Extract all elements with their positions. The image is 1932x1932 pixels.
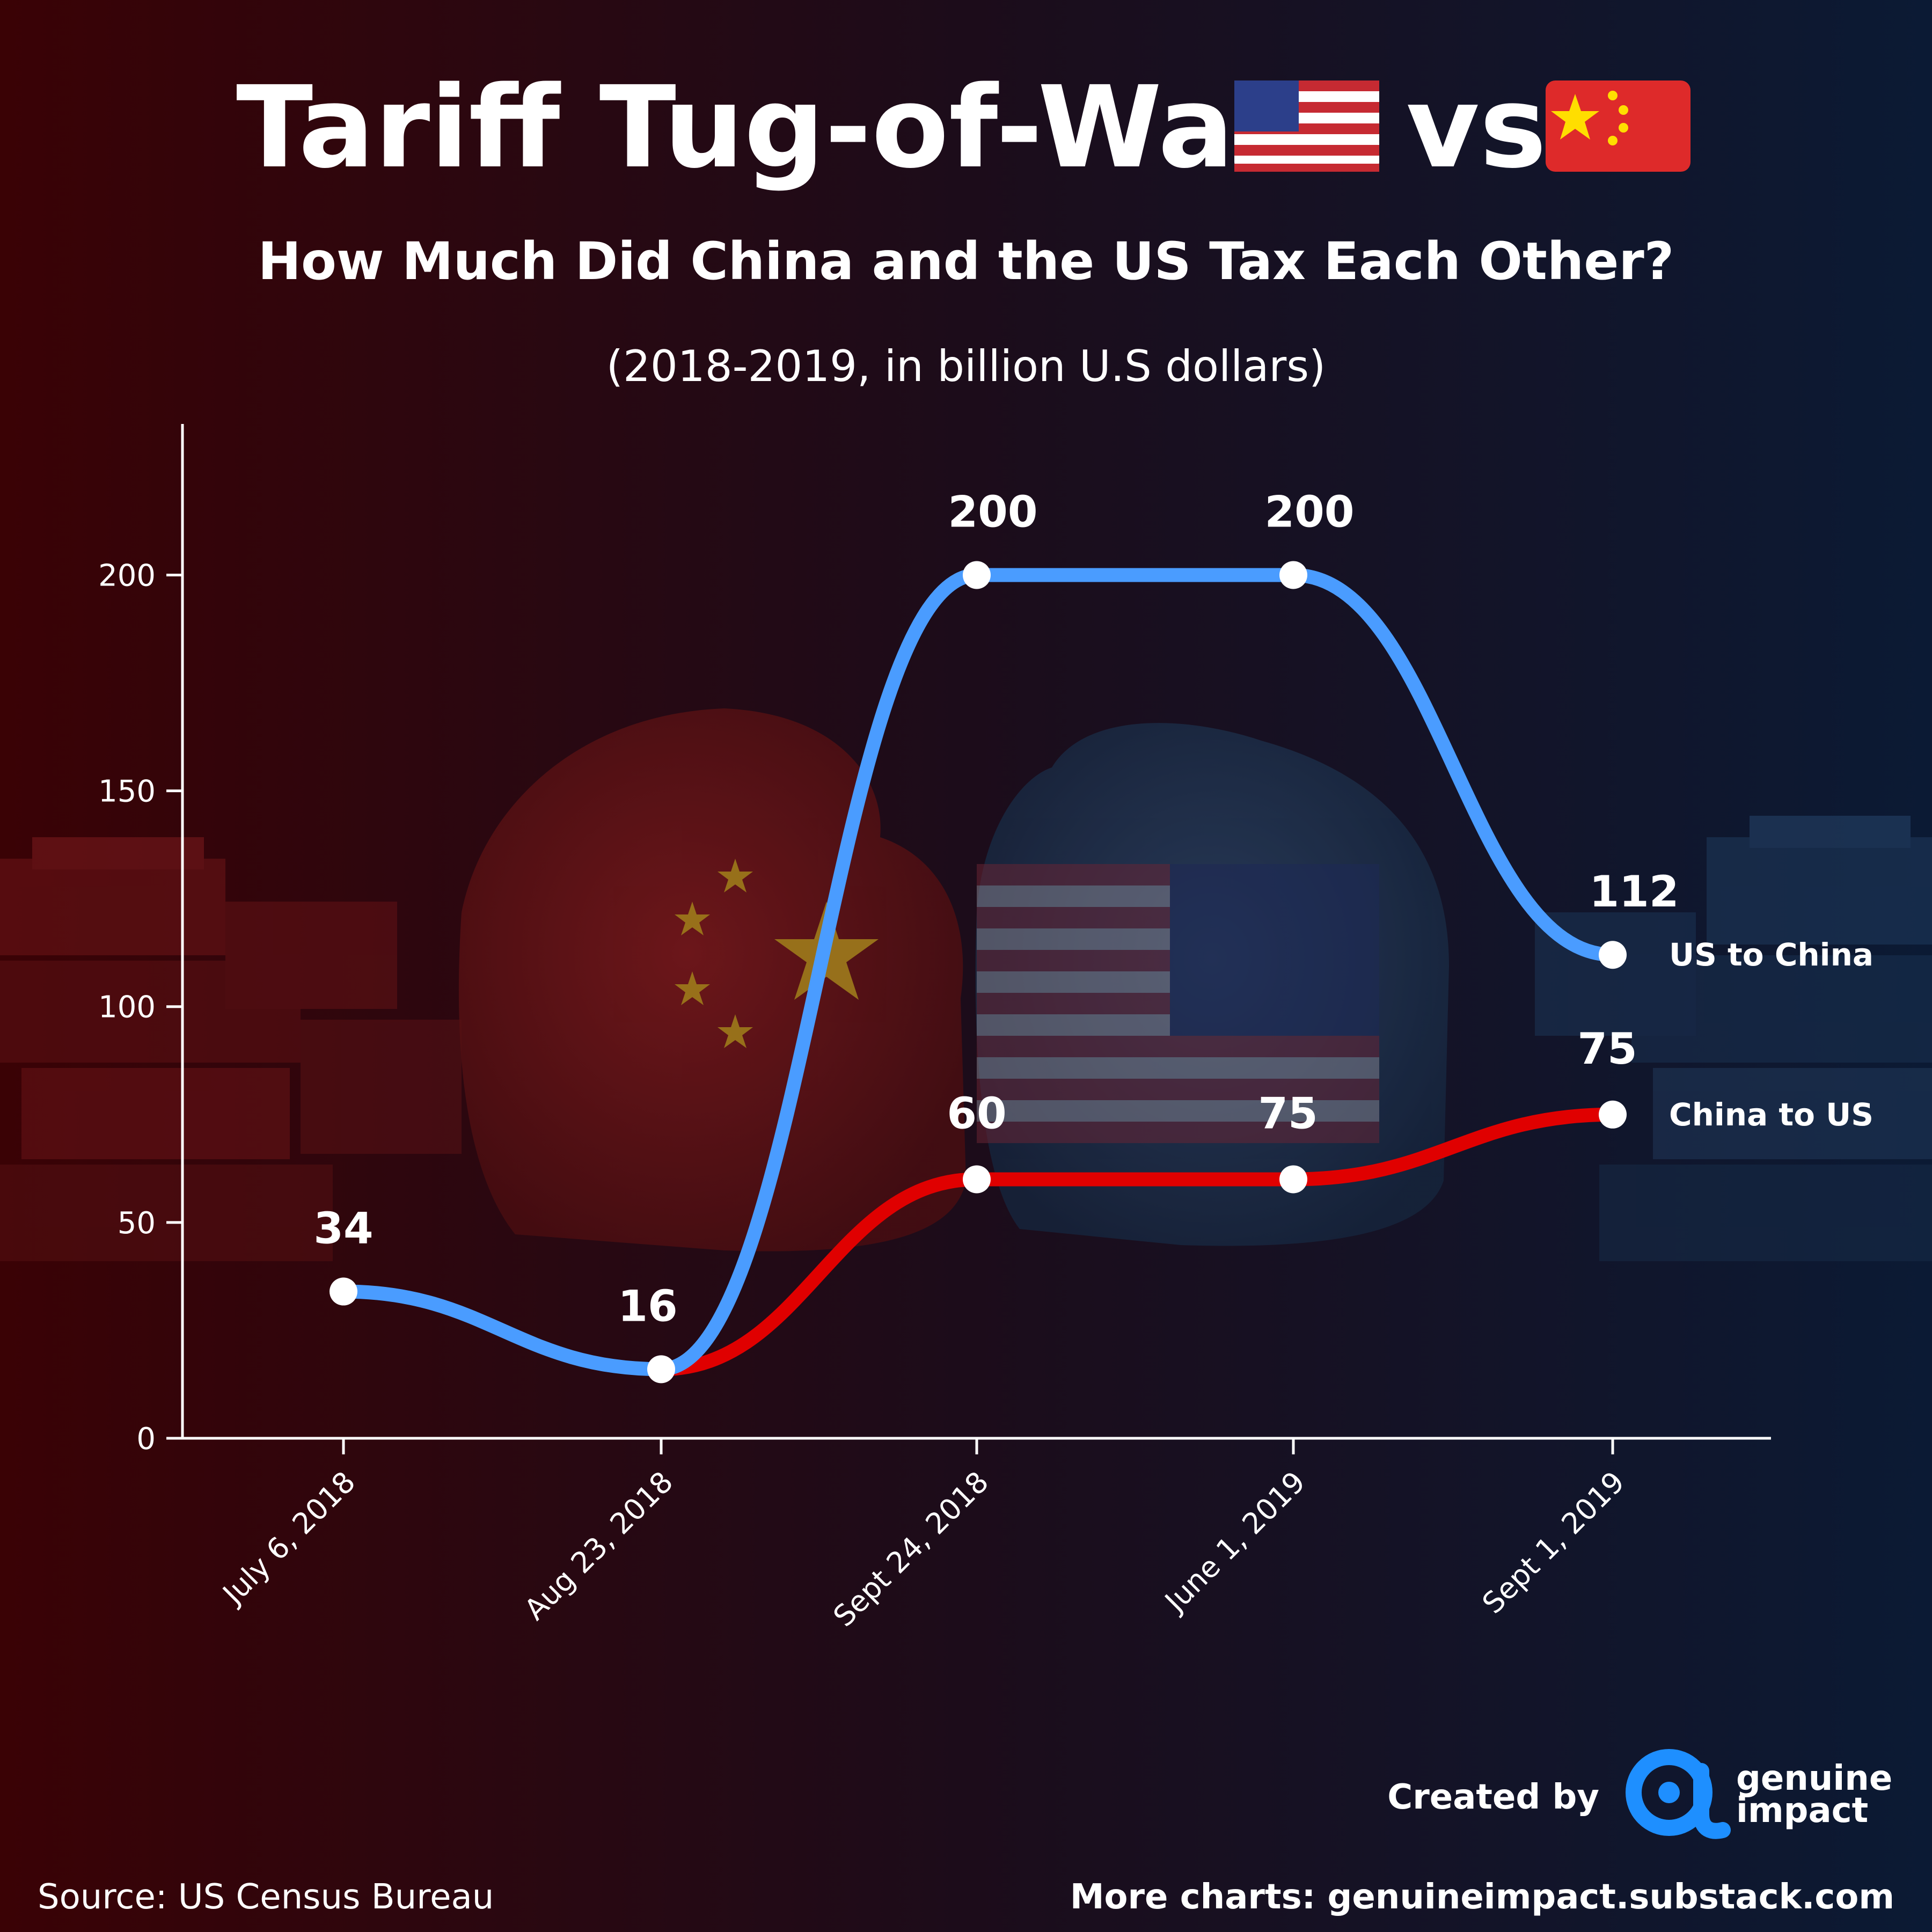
series-line-us-to-china [336,568,1620,1377]
data-label-china-to-us: 75 [1258,1088,1318,1138]
data-label-china-to-us: 75 [1577,1024,1637,1074]
data-point-us-to-china [647,1355,675,1384]
y-tick-label: 200 [98,558,156,593]
more-charts-link[interactable]: More charts: genuineimpact.substack.com [1070,1877,1894,1917]
container-stack-left [0,837,462,1261]
brand-name-line2: impact [1736,1791,1868,1831]
brand-name-line1: genuine [1736,1759,1892,1798]
page-title: Tariff Tug-of-War [236,62,1290,193]
y-tick-label: 150 [98,774,156,809]
data-point-china-to-us [963,1165,991,1194]
data-label-us-to-china: 112 [1590,867,1679,917]
china-flag-icon [1546,80,1690,172]
y-tick-label: 0 [136,1422,156,1457]
data-point-china-to-us [1599,1100,1627,1129]
data-point-china-to-us [1279,1165,1307,1194]
us-glove-flag [977,864,1379,1143]
vs-label: vs [1406,62,1547,193]
data-label-china-to-us: 60 [947,1088,1006,1138]
data-point-us-to-china [1279,561,1307,589]
source-note: Source: US Census Bureau [38,1877,494,1917]
y-tick-label: 50 [118,1206,156,1241]
data-label-us-to-china: 16 [618,1281,677,1331]
container-stack-right [1535,816,1932,1261]
data-label-us-to-china: 200 [1265,487,1355,537]
data-point-us-to-china [1599,941,1627,969]
series-label-china-to-us: China to US [1669,1096,1874,1133]
genuine-impact-logo-icon [1626,1749,1731,1839]
boxing-glove-icon [975,723,1449,1246]
page-subtitle: How Much Did China and the US Tax Each O… [258,231,1674,291]
us-flag-icon [1234,80,1379,172]
series-line-china-to-us [654,1107,1620,1377]
series-label-us-to-china: US to China [1669,936,1874,973]
unit-note: (2018-2019, in billion U.S dollars) [606,341,1326,391]
created-by-label: Created by [1387,1777,1599,1817]
data-point-us-to-china [963,561,991,589]
data-label-us-to-china: 34 [313,1204,373,1254]
data-point-us-to-china [330,1277,357,1306]
data-label-us-to-china: 200 [948,487,1038,537]
y-tick-label: 100 [98,990,156,1025]
